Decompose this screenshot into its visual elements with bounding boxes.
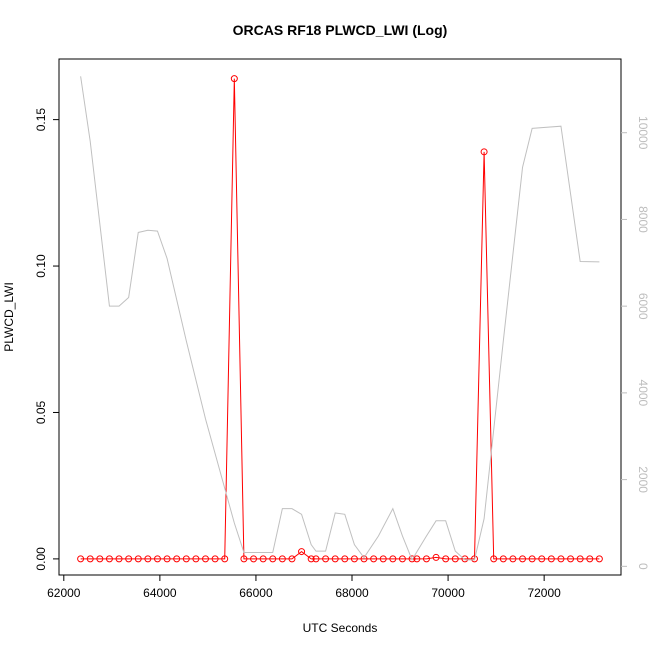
x-tick-label: 64000 xyxy=(143,586,177,600)
y-axis: 0.00 0.05 0.10 0.15 xyxy=(34,108,60,571)
data-point xyxy=(331,555,339,563)
data-point xyxy=(389,555,397,563)
data-point xyxy=(312,555,320,563)
data-point xyxy=(269,555,277,563)
data-point xyxy=(134,555,142,563)
data-point xyxy=(125,555,133,563)
x-axis-label: UTC Seconds xyxy=(303,621,378,635)
data-point xyxy=(519,555,527,563)
x-tick-label: 72000 xyxy=(527,586,561,600)
data-point xyxy=(86,555,94,563)
y-axis-label: PLWCD_LWI xyxy=(2,282,16,352)
left-axis-series-line xyxy=(80,78,600,560)
data-point xyxy=(250,555,258,563)
data-point xyxy=(528,555,536,563)
data-point xyxy=(144,555,152,563)
data-point xyxy=(398,555,406,563)
y-tick-label: 0.00 xyxy=(34,547,48,571)
x-tick-label: 62000 xyxy=(47,586,81,600)
data-point xyxy=(471,555,478,563)
data-point xyxy=(499,555,507,563)
y-tick-label: 0.15 xyxy=(34,108,48,132)
y-right-tick-label: 8000 xyxy=(636,206,650,233)
data-point xyxy=(96,555,104,563)
y-right-tick-label: 0 xyxy=(636,563,650,570)
right-axis-series-line xyxy=(80,76,600,561)
data-point xyxy=(288,555,296,563)
y-right-tick-label: 4000 xyxy=(636,380,650,407)
x-axis: 62000 64000 66000 68000 70000 72000 xyxy=(47,574,561,600)
data-point xyxy=(442,555,450,563)
data-point xyxy=(322,555,330,563)
data-point xyxy=(105,555,113,563)
data-point xyxy=(182,555,190,563)
data-point xyxy=(115,555,123,563)
data-point xyxy=(451,555,459,563)
data-point xyxy=(173,555,181,563)
data-point xyxy=(370,555,378,563)
data-point xyxy=(211,555,219,563)
data-point xyxy=(153,555,161,563)
data-point xyxy=(461,555,469,563)
data-point xyxy=(360,555,368,563)
x-tick-label: 70000 xyxy=(431,586,465,600)
data-point xyxy=(341,555,349,563)
data-point xyxy=(307,555,315,563)
chart-title: ORCAS RF18 PLWCD_LWI (Log) xyxy=(233,22,448,38)
data-point xyxy=(298,548,306,556)
data-point xyxy=(192,555,200,563)
y-tick-label: 0.10 xyxy=(34,254,48,278)
data-point xyxy=(557,555,565,563)
data-point xyxy=(547,555,555,563)
y-tick-label: 0.05 xyxy=(34,400,48,424)
x-tick-label: 68000 xyxy=(335,586,369,600)
data-point xyxy=(567,555,575,563)
data-point xyxy=(422,555,430,563)
data-point xyxy=(259,555,267,563)
data-point xyxy=(490,555,498,563)
data-point xyxy=(77,555,85,563)
data-point xyxy=(408,555,416,563)
data-point xyxy=(538,555,546,563)
data-point xyxy=(202,555,209,563)
data-point xyxy=(432,553,440,561)
data-point xyxy=(163,555,171,563)
y-axis-right: 0 2000 4000 6000 8000 10000 xyxy=(621,116,650,570)
y-right-tick-label: 10000 xyxy=(636,116,650,150)
data-point xyxy=(413,555,421,563)
data-point xyxy=(278,555,286,563)
data-point xyxy=(586,555,594,563)
data-point xyxy=(350,555,358,563)
data-point xyxy=(480,148,488,156)
data-point xyxy=(509,555,517,563)
data-point xyxy=(379,555,387,563)
y-right-tick-label: 2000 xyxy=(636,466,650,493)
data-point xyxy=(240,555,248,563)
series-layer xyxy=(77,75,603,563)
x-tick-label: 66000 xyxy=(239,586,273,600)
data-point xyxy=(230,75,238,83)
data-point xyxy=(576,555,584,563)
y-right-tick-label: 6000 xyxy=(636,293,650,320)
data-point xyxy=(595,555,603,563)
data-point xyxy=(221,555,229,563)
